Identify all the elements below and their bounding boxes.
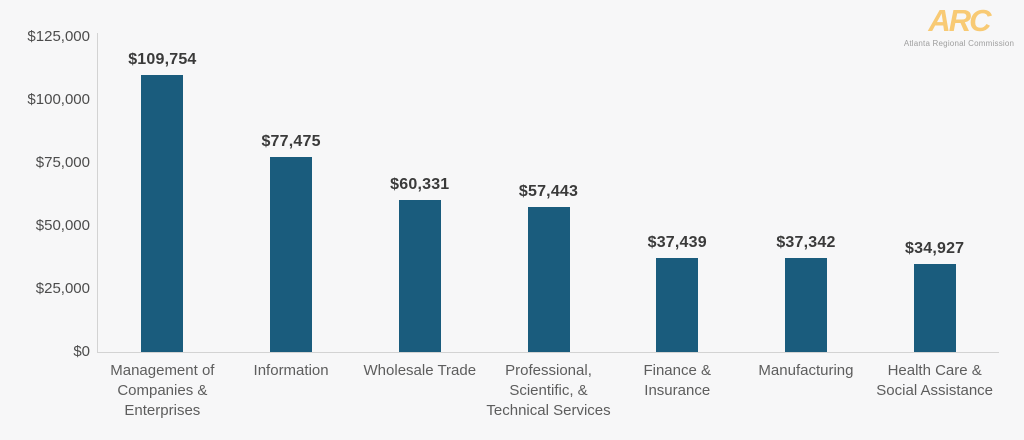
arc-logo-tagline: Atlanta Regional Commission [903, 39, 1015, 48]
y-tick-label: $50,000 [35, 217, 90, 234]
y-tick-label: $75,000 [35, 154, 90, 171]
bar-value-label: $37,439 [647, 234, 707, 251]
x-axis-category-label: Manufacturing [758, 362, 854, 379]
y-tick-label: $125,000 [27, 28, 90, 45]
bar-group: $57,443 [484, 0, 613, 352]
arc-logo: ARC Atlanta Regional Commission [896, 3, 1022, 49]
bar [784, 258, 827, 352]
bar-value-label: $57,443 [518, 183, 579, 200]
arc-logo-text: ARC [928, 3, 991, 38]
bar [398, 200, 441, 352]
y-tick-label: $100,000 [27, 91, 90, 108]
x-axis-category-label: Information [253, 362, 329, 379]
bar [527, 207, 570, 352]
bar-group: $37,342 [742, 0, 871, 352]
x-axis-category-label: Health Care & Social Assistance [876, 362, 994, 399]
bar-value-label: $109,754 [128, 51, 197, 68]
bar-group: $34,927 [870, 0, 999, 352]
y-axis: $0 $25,000 $50,000 $75,000 $100,000 $125,000 [0, 0, 90, 360]
bar [913, 264, 956, 352]
x-axis-category-label: Finance & Insurance [643, 362, 711, 399]
bar-value-label: $60,331 [390, 176, 450, 193]
x-axis-category-label: Wholesale Trade [363, 362, 477, 379]
bar-value-label: $34,927 [905, 240, 965, 257]
bars-area: $109,754 $77,475 $60,331 $57,443 $37,439 $37,… [98, 0, 999, 352]
x-axis-line [97, 352, 999, 353]
x-axis-category-label: Management of Companies & Enterprises [110, 362, 215, 419]
bar-group: $109,754 [98, 0, 227, 352]
bar-group: $77,475 [227, 0, 356, 352]
bar-group: $37,439 [613, 0, 742, 352]
x-axis-category-label: Professional, Scientific, & Technical Se… [486, 362, 611, 419]
bar-value-label: $37,342 [776, 234, 836, 251]
y-tick-label: $0 [73, 343, 90, 360]
x-axis-labels: Management of Companies & Enterprises Inf… [98, 361, 999, 421]
bar-value-label: $77,475 [261, 133, 321, 150]
bar [270, 157, 313, 352]
y-axis-line [97, 33, 98, 352]
y-tick-label: $25,000 [35, 280, 90, 297]
bar-group: $60,331 [355, 0, 484, 352]
bar [656, 258, 699, 352]
bar [141, 75, 184, 352]
